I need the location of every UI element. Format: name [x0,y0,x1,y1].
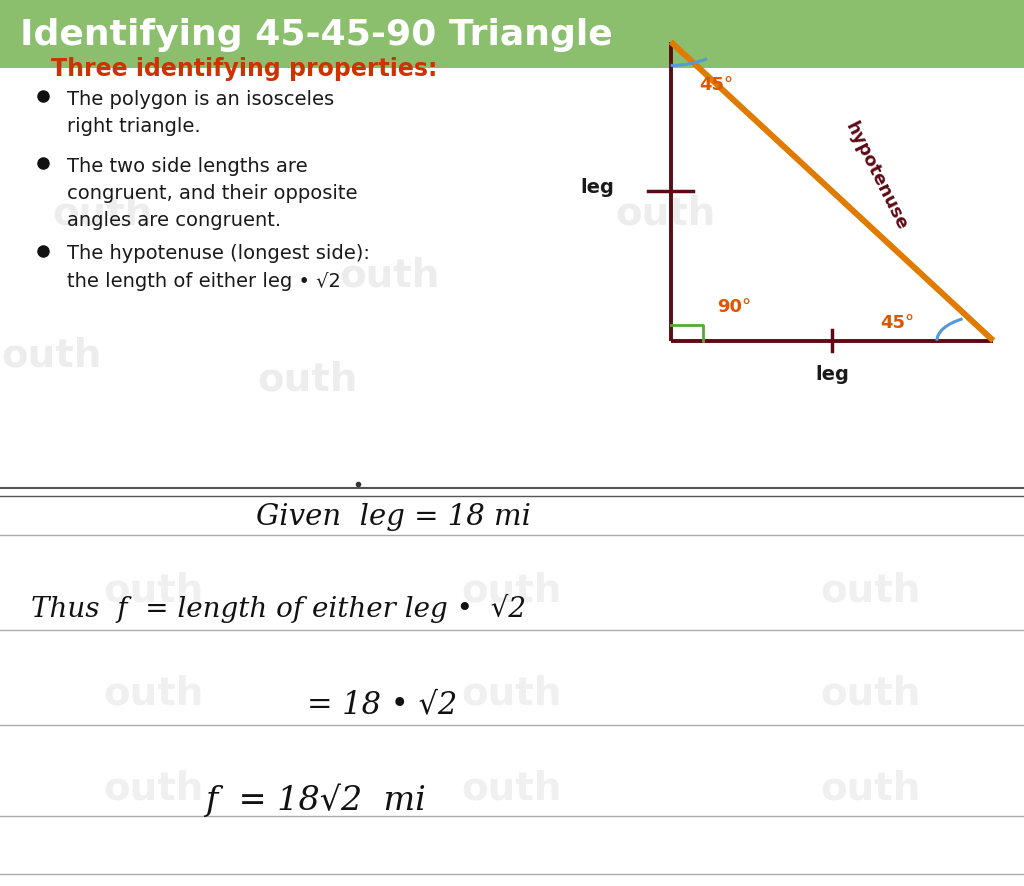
Text: Three identifying properties:: Three identifying properties: [51,57,437,81]
Text: outh: outh [820,571,921,609]
Text: Thus  f  = length of either leg •  √2: Thus f = length of either leg • √2 [31,594,525,623]
Text: 45°: 45° [699,76,733,94]
Text: outh: outh [820,768,921,806]
Text: outh: outh [339,256,439,294]
Text: outh: outh [1,337,101,375]
Text: outh: outh [103,768,204,806]
Text: iangle: iangle [584,18,709,51]
Text: outh: outh [615,194,716,232]
Text: 45°: 45° [881,314,914,332]
Text: outh: outh [462,673,562,711]
Text: The polygon is an isosceles
right triangle.: The polygon is an isosceles right triang… [67,90,334,136]
Text: outh: outh [462,768,562,806]
Text: outh: outh [257,361,357,398]
Text: The hypotenuse (longest side):
the length of either leg • √2: The hypotenuse (longest side): the lengt… [67,245,370,291]
Text: leg: leg [815,365,849,384]
Text: 90°: 90° [717,297,751,315]
Text: outh: outh [462,571,562,609]
Text: The two side lengths are
congruent, and their opposite
angles are congruent.: The two side lengths are congruent, and … [67,157,357,229]
Text: outh: outh [52,194,153,232]
Text: leg: leg [581,178,614,197]
Text: f  = 18√2  mi: f = 18√2 mi [205,783,426,817]
Text: hypotenuse: hypotenuse [842,119,910,233]
Text: outh: outh [103,571,204,609]
FancyBboxPatch shape [0,0,1024,69]
Text: = 18 • √2: = 18 • √2 [307,688,458,719]
Text: Given  leg = 18 mi: Given leg = 18 mi [256,503,531,531]
Text: outh: outh [103,673,204,711]
Text: outh: outh [820,673,921,711]
Text: Identifying 45-45-90 Triangle: Identifying 45-45-90 Triangle [20,18,613,51]
